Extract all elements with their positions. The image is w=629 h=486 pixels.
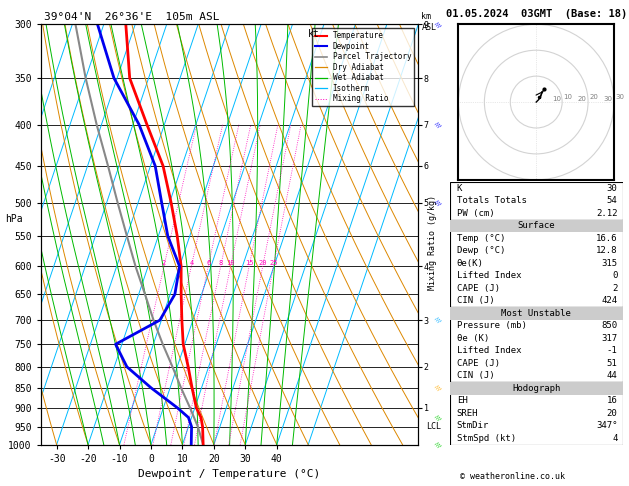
Text: ///: ///: [434, 20, 442, 28]
Text: 30: 30: [604, 96, 613, 102]
Text: LCL: LCL: [426, 421, 441, 431]
Text: Surface: Surface: [518, 222, 555, 230]
Text: θe(K): θe(K): [457, 259, 484, 268]
Text: Lifted Index: Lifted Index: [457, 272, 521, 280]
Text: StmSpd (kt): StmSpd (kt): [457, 434, 516, 443]
X-axis label: Dewpoint / Temperature (°C): Dewpoint / Temperature (°C): [138, 469, 321, 479]
Text: © weatheronline.co.uk: © weatheronline.co.uk: [460, 472, 565, 481]
Bar: [450, 382, 623, 395]
Text: 39°04'N  26°36'E  105m ASL: 39°04'N 26°36'E 105m ASL: [44, 12, 220, 22]
Bar: [450, 382, 623, 445]
Text: Dewp (°C): Dewp (°C): [457, 246, 505, 256]
Legend: Temperature, Dewpoint, Parcel Trajectory, Dry Adiabat, Wet Adiabat, Isotherm, Mi: Temperature, Dewpoint, Parcel Trajectory…: [312, 28, 415, 106]
Text: 2: 2: [162, 260, 166, 266]
Text: 44: 44: [607, 371, 618, 381]
Text: 8: 8: [218, 260, 223, 266]
Bar: [450, 220, 623, 232]
Text: ///: ///: [434, 199, 442, 207]
Text: ///: ///: [434, 384, 442, 392]
Text: 20: 20: [589, 94, 598, 101]
Text: 20: 20: [578, 96, 587, 102]
Text: 20: 20: [259, 260, 267, 266]
Text: Totals Totals: Totals Totals: [457, 196, 526, 206]
Text: ///: ///: [434, 316, 442, 324]
Text: Temp (°C): Temp (°C): [457, 234, 505, 243]
Text: ///: ///: [434, 121, 442, 129]
Text: 347°: 347°: [596, 421, 618, 431]
Text: -1: -1: [607, 347, 618, 355]
Text: 4: 4: [612, 434, 618, 443]
Text: kt: kt: [308, 29, 320, 39]
Text: 20: 20: [607, 409, 618, 418]
Text: 54: 54: [607, 196, 618, 206]
Text: 10: 10: [564, 94, 572, 101]
Text: 2: 2: [612, 284, 618, 293]
Text: 6: 6: [206, 260, 210, 266]
Text: 15: 15: [245, 260, 253, 266]
Text: 315: 315: [601, 259, 618, 268]
Text: K: K: [457, 184, 462, 193]
Text: 4: 4: [189, 260, 194, 266]
Text: 10: 10: [226, 260, 235, 266]
Text: 850: 850: [601, 321, 618, 330]
Text: ///: ///: [434, 441, 442, 449]
Text: Mixing Ratio (g/kg): Mixing Ratio (g/kg): [428, 195, 437, 291]
Text: θe (K): θe (K): [457, 334, 489, 343]
Text: 30: 30: [607, 184, 618, 193]
Bar: [450, 220, 623, 307]
Text: 51: 51: [607, 359, 618, 368]
Text: 25: 25: [269, 260, 278, 266]
Text: Hodograph: Hodograph: [512, 384, 560, 393]
Text: hPa: hPa: [5, 214, 23, 224]
Text: km
ASL: km ASL: [421, 12, 437, 32]
Bar: [450, 182, 623, 220]
Text: StmDir: StmDir: [457, 421, 489, 431]
Text: 0: 0: [612, 272, 618, 280]
Text: CAPE (J): CAPE (J): [457, 359, 499, 368]
Text: 16.6: 16.6: [596, 234, 618, 243]
Text: 2.12: 2.12: [596, 209, 618, 218]
Text: EH: EH: [457, 397, 467, 405]
Text: PW (cm): PW (cm): [457, 209, 494, 218]
Text: 16: 16: [607, 397, 618, 405]
Text: 30: 30: [615, 94, 624, 101]
Bar: [450, 307, 623, 382]
Text: CAPE (J): CAPE (J): [457, 284, 499, 293]
Text: SREH: SREH: [457, 409, 478, 418]
Text: Lifted Index: Lifted Index: [457, 347, 521, 355]
Text: CIN (J): CIN (J): [457, 371, 494, 381]
Text: 317: 317: [601, 334, 618, 343]
Text: 01.05.2024  03GMT  (Base: 18): 01.05.2024 03GMT (Base: 18): [445, 9, 627, 19]
Text: CIN (J): CIN (J): [457, 296, 494, 306]
Text: ///: ///: [434, 414, 442, 421]
Text: Most Unstable: Most Unstable: [501, 309, 571, 318]
Text: 424: 424: [601, 296, 618, 306]
Text: Pressure (mb): Pressure (mb): [457, 321, 526, 330]
Text: 12.8: 12.8: [596, 246, 618, 256]
Bar: [450, 307, 623, 320]
Text: 10: 10: [552, 96, 561, 102]
